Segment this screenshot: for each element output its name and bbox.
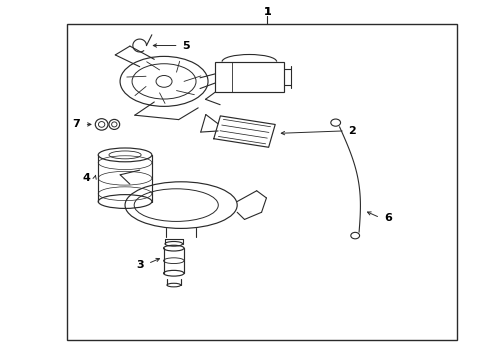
Text: 1: 1 <box>263 7 271 17</box>
Bar <box>66 24 456 339</box>
Bar <box>215 62 283 92</box>
Text: 6: 6 <box>384 213 391 222</box>
Text: 1: 1 <box>263 7 271 17</box>
Text: 2: 2 <box>347 126 355 136</box>
Text: 3: 3 <box>136 260 143 270</box>
Text: 7: 7 <box>72 120 80 129</box>
Text: 4: 4 <box>82 173 90 183</box>
Text: 5: 5 <box>182 41 189 50</box>
